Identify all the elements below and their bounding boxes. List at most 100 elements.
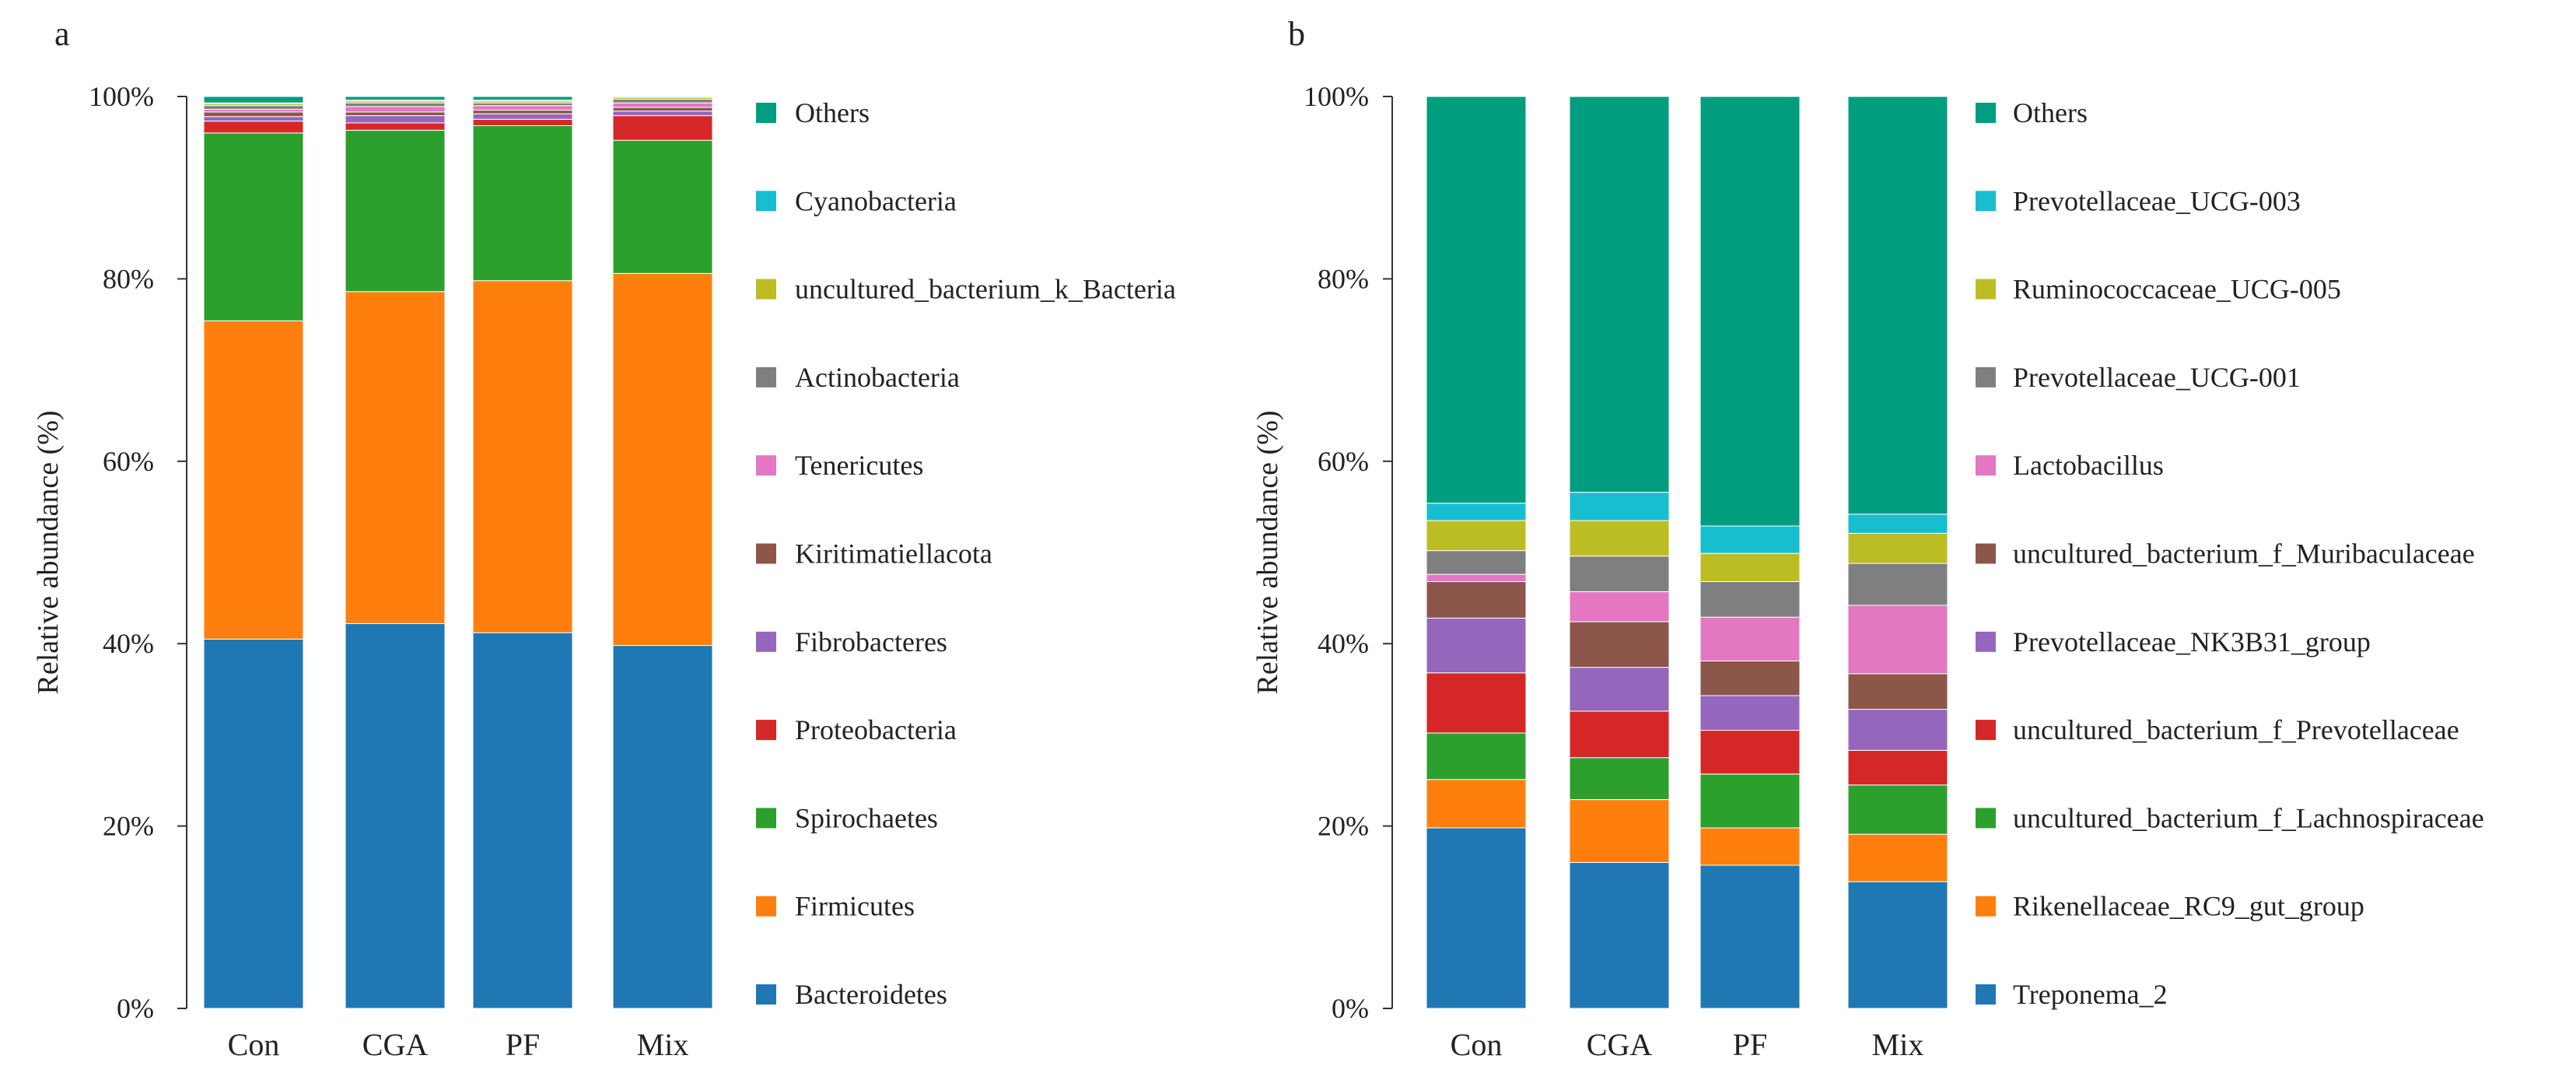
legend-swatch (1976, 191, 1996, 212)
chart-panel-b: b 0% 20% 40% 60% 80% 100% Relative abundance (%… (1251, 15, 2484, 1062)
legend-swatch (756, 631, 776, 652)
bar-segment-mix-treponema-2 (1847, 881, 1948, 1009)
legend-label: Prevotellaceae_UCG-001 (2013, 362, 2301, 393)
bar-segment-cga-tenericutes (345, 106, 446, 113)
legend-swatch (1976, 103, 1996, 123)
y-tick-label: 40% (1318, 628, 1369, 659)
legend-swatch (1976, 808, 1996, 829)
y-tick-label: 20% (103, 811, 154, 842)
bar-segment-con-ruminococcaceae-ucg-005 (1426, 520, 1527, 552)
bar-segment-mix-cyanobacteria (612, 96, 713, 98)
bar-segment-cga-actinobacteria (345, 102, 446, 107)
bar-segment-mix-uncultured-bacterium-f-lachnospiraceae (1847, 784, 1948, 835)
bar-segment-mix-prevotellaceae-ucg-003 (1847, 514, 1948, 534)
legend-label: Proteobacteria (795, 714, 957, 745)
bar-segment-pf-kiritimatiellacota (472, 110, 573, 114)
bar-segment-mix-tenericutes (612, 102, 713, 108)
bar-segment-mix-prevotellaceae-ucg-001 (1847, 563, 1948, 606)
bar-segment-con-others (203, 96, 304, 103)
bar-segment-pf-tenericutes (472, 105, 573, 111)
legend-label: uncultured_bacterium_f_Muribaculaceae (2013, 538, 2475, 570)
legend-label: Rikenellaceae_RC9_gut_group (2013, 891, 2364, 922)
bar-segment-cga-proteobacteria (345, 122, 446, 131)
bar-segment-cga-spirochaetes (345, 129, 446, 293)
legend-label: Bacteroidetes (795, 979, 947, 1010)
bar-segment-con-kiritimatiellacota (203, 111, 304, 117)
bar-segment-pf-prevotellaceae-ucg-003 (1699, 525, 1801, 554)
x-category-label: PF (506, 1027, 541, 1062)
bar-segment-cga-others (345, 96, 446, 101)
x-category-label: CGA (1587, 1027, 1653, 1062)
y-tick-label: 60% (1318, 446, 1369, 477)
y-tick-label: 20% (1318, 811, 1369, 842)
bar-segment-cga-rikenellaceae-rc9-gut-group (1569, 799, 1670, 863)
legend-label: Others (2013, 97, 2088, 128)
legend-swatch (1976, 720, 1996, 741)
bar-segment-pf-others (472, 96, 573, 101)
bar-segment-pf-firmicutes (472, 280, 573, 633)
bar-segment-pf-uncultured-bacterium-f-prevotellaceae (1699, 730, 1801, 775)
x-category-label: Con (1451, 1027, 1503, 1062)
bar-segment-mix-lactobacillus (1847, 605, 1948, 675)
bar-segment-pf-actinobacteria (472, 102, 573, 107)
bar-segment-con-uncultured-bacterium-f-prevotellaceae (1426, 672, 1527, 734)
chart-panel-a: a 0% 20% 40% 60% 80% 100% Relative abundance (%… (32, 15, 1176, 1062)
bar-segment-pf-ruminococcaceae-ucg-005 (1699, 552, 1801, 583)
bar-segment-con-rikenellaceae-rc9-gut-group (1426, 779, 1527, 829)
bar-segment-cga-fibrobacteres (345, 115, 446, 124)
bar-segment-cga-kiritimatiellacota (345, 111, 446, 117)
legend-swatch (1976, 366, 1996, 387)
legend-swatch (756, 366, 776, 387)
x-category-label: Con (228, 1027, 280, 1062)
bar-segment-con-lactobacillus (1426, 573, 1527, 583)
bar-segment-mix-fibrobacteres (612, 110, 713, 117)
bar-segment-cga-ruminococcaceae-ucg-005 (1569, 520, 1670, 557)
y-tick-label: 0% (117, 993, 154, 1024)
bar-segment-mix-uncultured-bacterium-f-prevotellaceae (1847, 749, 1948, 786)
bar-segment-pf-fibrobacteres (472, 113, 573, 120)
y-tick-label: 60% (103, 446, 154, 477)
y-tick-label: 40% (103, 628, 154, 659)
bar-segment-pf-proteobacteria (472, 118, 573, 127)
legend-label: Fibrobacteres (795, 626, 947, 657)
y-tick-label: 0% (1332, 993, 1369, 1024)
bar-segment-mix-actinobacteria (612, 99, 713, 103)
bar-segment-pf-others (1699, 96, 1801, 527)
legend-swatch (756, 720, 776, 741)
panel-label: a (54, 15, 70, 53)
bar-segment-cga-uncultured-bacterium-f-prevotellaceae (1569, 710, 1670, 759)
legend-swatch (1976, 455, 1996, 476)
legend-swatch (1976, 279, 1996, 300)
bar-segment-mix-prevotellaceae-nk3b31-group (1847, 709, 1948, 751)
legend-label: Prevotellaceae_UCG-003 (2013, 185, 2301, 216)
bar-segment-pf-uncultured-bacterium-f-muribaculaceae (1699, 660, 1801, 696)
y-axis-title: Relative abundance (%) (32, 410, 65, 694)
bar-segment-cga-lactobacillus (1569, 591, 1670, 622)
legend-label: uncultured_bacterium_f_Prevotellaceae (2013, 714, 2459, 745)
bar-segment-con-fibrobacteres (203, 116, 304, 122)
legend-swatch (756, 103, 776, 123)
bar-segment-con-uncultured-bacterium-f-muribaculaceae (1426, 581, 1527, 619)
bar-segment-mix-bacteroidetes (612, 645, 713, 1009)
y-tick-label: 100% (1304, 81, 1369, 112)
legend-label: Treponema_2 (2013, 979, 2168, 1010)
bar-segment-con-others (1426, 96, 1527, 504)
x-category-label: Mix (1872, 1027, 1924, 1062)
bar-segment-pf-prevotellaceae-nk3b31-group (1699, 695, 1801, 731)
bar-segment-con-tenericutes (203, 108, 304, 113)
legend-label: uncultured_bacterium_f_Lachnospiraceae (2013, 802, 2484, 833)
legend-label: Prevotellaceae_NK3B31_group (2013, 626, 2371, 657)
bar-segment-con-bacteroidetes (203, 638, 304, 1009)
bar-segment-con-firmicutes (203, 320, 304, 640)
y-tick-label: 80% (103, 263, 154, 294)
legend-swatch (1976, 631, 1996, 652)
bar-segment-mix-ruminococcaceae-ucg-005 (1847, 532, 1948, 564)
bar-segment-mix-kiritimatiellacota (612, 107, 713, 112)
bar-segment-mix-firmicutes (612, 272, 713, 647)
bar-segment-pf-treponema-2 (1699, 864, 1801, 1009)
legend-swatch (756, 455, 776, 476)
legend-swatch (756, 984, 776, 1005)
legend-swatch (756, 279, 776, 300)
bar-segment-cga-others (1569, 96, 1670, 493)
